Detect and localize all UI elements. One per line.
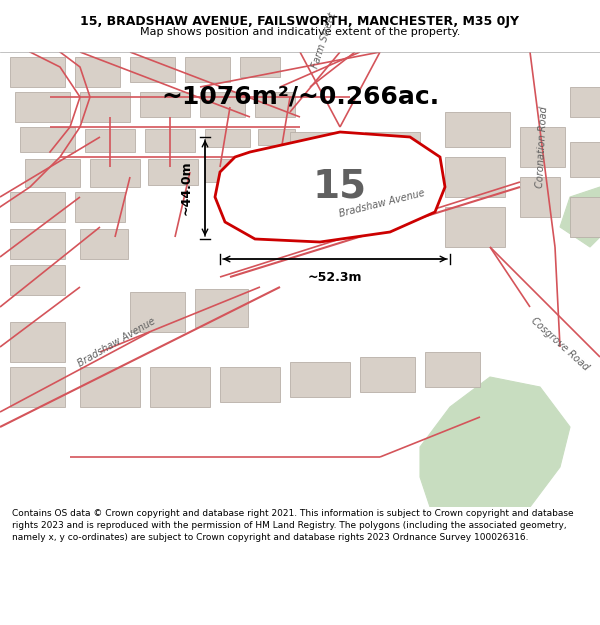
Polygon shape bbox=[185, 57, 230, 82]
Text: Cosgrove Road: Cosgrove Road bbox=[529, 316, 590, 373]
Text: Contains OS data © Crown copyright and database right 2021. This information is : Contains OS data © Crown copyright and d… bbox=[12, 509, 574, 542]
Polygon shape bbox=[10, 265, 65, 295]
Polygon shape bbox=[420, 377, 570, 507]
Polygon shape bbox=[445, 207, 505, 247]
Polygon shape bbox=[425, 352, 480, 387]
Polygon shape bbox=[365, 132, 420, 167]
Polygon shape bbox=[80, 229, 128, 259]
Polygon shape bbox=[520, 127, 565, 167]
Polygon shape bbox=[200, 92, 245, 117]
Polygon shape bbox=[570, 87, 600, 117]
Polygon shape bbox=[90, 159, 140, 187]
Polygon shape bbox=[220, 367, 280, 402]
Polygon shape bbox=[365, 177, 420, 217]
Polygon shape bbox=[75, 57, 120, 87]
Text: ~44.0m: ~44.0m bbox=[180, 161, 193, 215]
Polygon shape bbox=[15, 92, 70, 122]
Polygon shape bbox=[75, 192, 125, 222]
Polygon shape bbox=[360, 357, 415, 392]
Polygon shape bbox=[240, 57, 280, 77]
Polygon shape bbox=[150, 367, 210, 407]
Polygon shape bbox=[290, 132, 355, 167]
Polygon shape bbox=[445, 112, 510, 147]
Polygon shape bbox=[205, 129, 250, 147]
Text: 15, BRADSHAW AVENUE, FAILSWORTH, MANCHESTER, M35 0JY: 15, BRADSHAW AVENUE, FAILSWORTH, MANCHES… bbox=[80, 14, 520, 28]
Polygon shape bbox=[130, 292, 185, 332]
Polygon shape bbox=[255, 92, 295, 117]
Polygon shape bbox=[10, 322, 65, 362]
Polygon shape bbox=[10, 367, 65, 407]
Polygon shape bbox=[215, 132, 445, 242]
Text: 15: 15 bbox=[313, 168, 367, 206]
Polygon shape bbox=[140, 92, 190, 117]
Polygon shape bbox=[148, 159, 198, 185]
Text: Bradshaw Avenue: Bradshaw Avenue bbox=[76, 316, 157, 369]
Polygon shape bbox=[258, 129, 295, 145]
Polygon shape bbox=[290, 362, 350, 397]
Polygon shape bbox=[130, 57, 175, 82]
Polygon shape bbox=[256, 159, 292, 179]
Polygon shape bbox=[205, 159, 248, 182]
Text: ~52.3m: ~52.3m bbox=[308, 271, 362, 284]
Polygon shape bbox=[10, 192, 65, 222]
Polygon shape bbox=[85, 129, 135, 152]
Text: Map shows position and indicative extent of the property.: Map shows position and indicative extent… bbox=[140, 28, 460, 38]
Polygon shape bbox=[445, 157, 505, 197]
Polygon shape bbox=[570, 197, 600, 237]
Polygon shape bbox=[560, 187, 600, 247]
Text: Farm Street: Farm Street bbox=[310, 11, 338, 69]
Polygon shape bbox=[10, 57, 65, 87]
Text: ~1076m²/~0.266ac.: ~1076m²/~0.266ac. bbox=[161, 85, 439, 109]
Polygon shape bbox=[570, 142, 600, 177]
Text: Coronation Road: Coronation Road bbox=[535, 106, 549, 188]
Polygon shape bbox=[80, 367, 140, 407]
Text: Bradshaw Avenue: Bradshaw Avenue bbox=[338, 188, 426, 219]
Polygon shape bbox=[520, 177, 560, 217]
Polygon shape bbox=[145, 129, 195, 152]
Polygon shape bbox=[195, 289, 248, 327]
Polygon shape bbox=[25, 159, 80, 187]
Polygon shape bbox=[290, 177, 355, 217]
Polygon shape bbox=[20, 127, 75, 152]
Polygon shape bbox=[10, 229, 65, 259]
Polygon shape bbox=[80, 92, 130, 122]
